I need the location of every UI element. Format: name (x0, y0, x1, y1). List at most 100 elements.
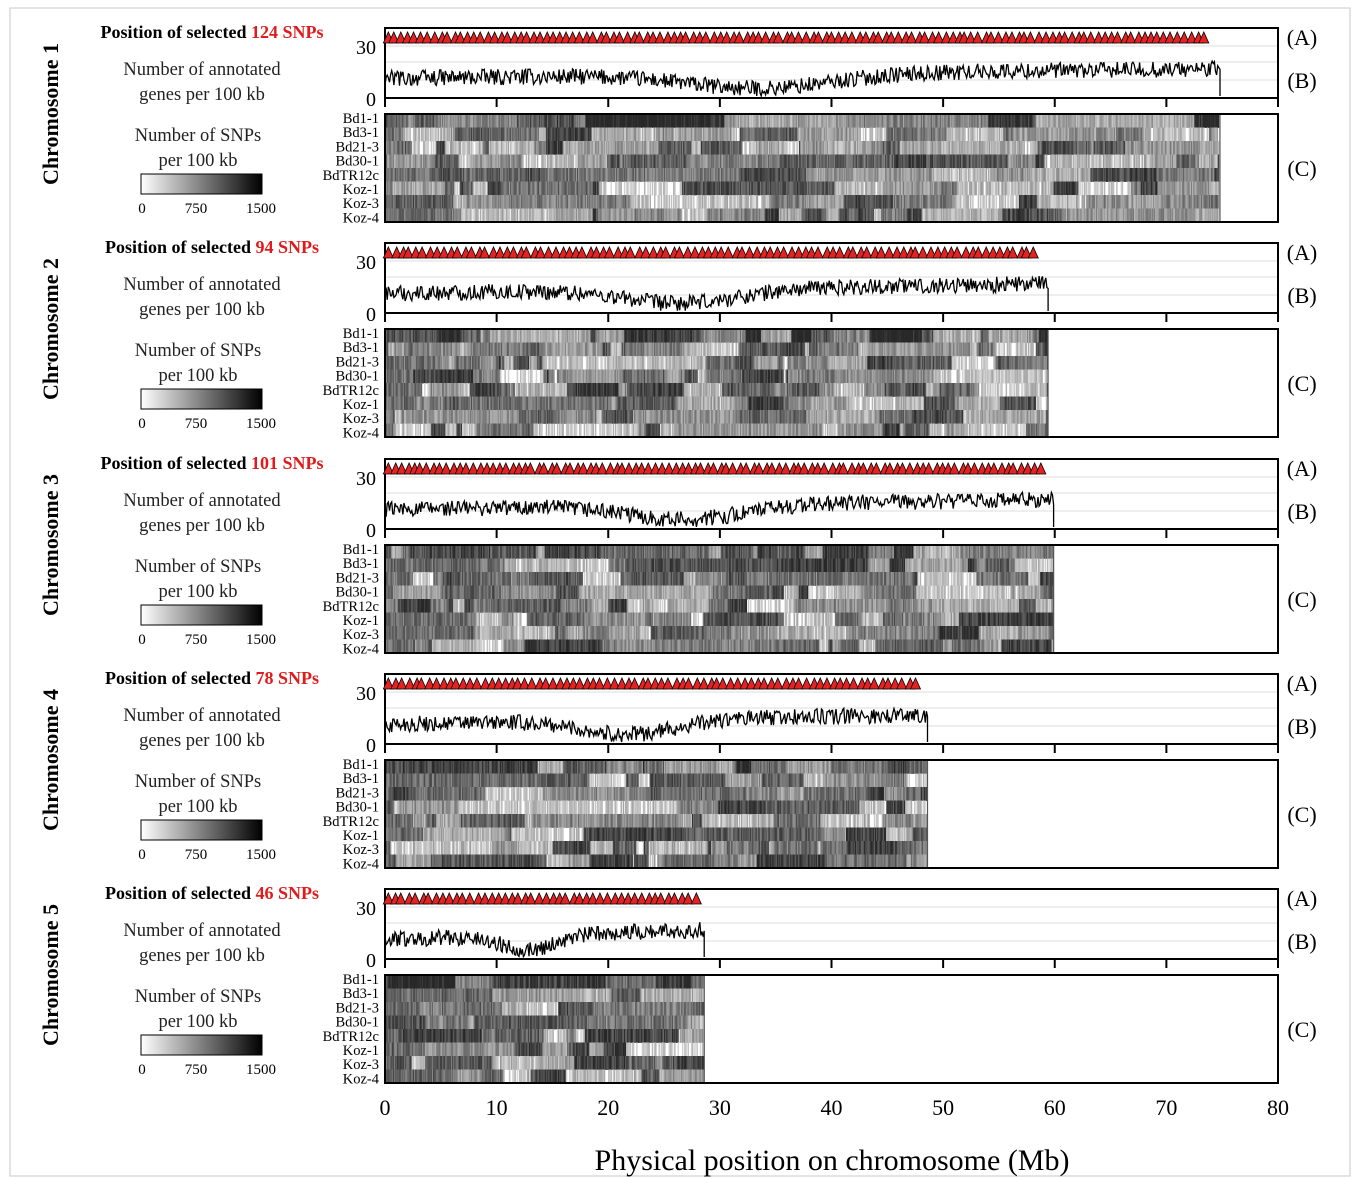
heatmap-cell (545, 114, 548, 128)
heatmap-cell (484, 181, 486, 196)
heatmap-cell (574, 114, 577, 128)
heatmap-cell (492, 114, 494, 128)
heatmap-cell (1130, 154, 1133, 169)
heatmap-cell (435, 114, 437, 128)
heatmap-cell (621, 114, 624, 128)
heatmap-cell (1119, 154, 1121, 169)
heatmap-cell (670, 114, 673, 128)
heatmap-cell (507, 141, 510, 155)
heatmap-cell (859, 127, 861, 142)
heatmap-cell (1004, 195, 1006, 209)
heatmap-cell (419, 114, 422, 128)
heatmap-cell (977, 195, 980, 209)
heatmap-cell (1002, 195, 1004, 209)
heatmap-cell (708, 114, 711, 128)
heatmap-cell (635, 181, 637, 196)
heatmap-cell (604, 181, 607, 196)
heatmap-cell (572, 114, 574, 128)
heatmap-cell (693, 114, 695, 128)
heatmap-cell (484, 114, 486, 128)
heatmap-cell (623, 114, 626, 128)
heatmap-cell (520, 114, 522, 128)
heatmap-cell (746, 114, 749, 128)
heatmap-cell (696, 114, 698, 128)
heatmap-cell (386, 114, 388, 128)
heatmap-cell (667, 114, 669, 128)
heatmap-cell (671, 114, 674, 128)
heatmap-cell (965, 168, 967, 182)
snp-marker (892, 31, 904, 44)
heatmap-cell (642, 114, 645, 128)
snp-marker (918, 31, 931, 44)
heatmap-cell (672, 114, 675, 128)
heatmap-cell (437, 114, 439, 128)
heatmap-cell (672, 127, 675, 142)
heatmap-cell (513, 114, 515, 128)
heatmap-cell (456, 114, 458, 128)
colorbar (140, 173, 263, 195)
heatmap-cell (451, 114, 454, 128)
snp-marker (1040, 31, 1052, 44)
heatmap-cell (635, 195, 637, 209)
heatmap-cell (952, 127, 954, 142)
heatmap-cell (606, 114, 608, 128)
heatmap-cell (396, 114, 398, 128)
colorbar-tick-1500: 1500 (246, 201, 276, 217)
heatmap-cell (1175, 127, 1177, 142)
heatmap-cell (685, 114, 687, 128)
heatmap-cell (676, 114, 678, 128)
heatmap-cell (741, 114, 743, 128)
heatmap-cell (776, 114, 779, 128)
heatmap-cell (736, 114, 739, 128)
snp-marker (1078, 31, 1090, 44)
heatmap-cell (431, 114, 434, 128)
heatmap-cell (610, 181, 612, 196)
heatmap-cell (756, 114, 759, 128)
snp-density-label-line2: per 100 kb (158, 151, 237, 171)
snp-marker (622, 31, 634, 44)
heatmap-cell (555, 114, 558, 128)
heatmap-cell (782, 114, 784, 128)
heatmap-cell (472, 114, 474, 128)
heatmap-cell (967, 195, 970, 209)
heatmap-cell (779, 114, 781, 128)
heatmap-cell (702, 114, 704, 128)
heatmap-cell (862, 181, 865, 196)
heatmap-cell (544, 154, 547, 169)
heatmap-cell (777, 114, 780, 128)
heatmap-cell (522, 154, 524, 169)
heatmap-cell (698, 114, 701, 128)
gene-density-line (384, 59, 1221, 99)
heatmap-cell (540, 114, 542, 128)
heatmap-cell (732, 114, 734, 128)
snp-marker (488, 31, 501, 44)
heatmap-cell (561, 114, 563, 128)
heatmap-cell (719, 195, 722, 209)
heatmap-cell (969, 168, 972, 182)
heatmap-cell (411, 114, 414, 128)
heatmap-cell (674, 181, 676, 196)
heatmap-cell (666, 181, 668, 196)
heatmap-cell (489, 114, 492, 128)
heatmap-cell (729, 114, 732, 128)
heatmap-cell (960, 195, 963, 209)
heatmap-cell (593, 114, 596, 128)
heatmap-cell (751, 114, 753, 128)
heatmap-cell (1108, 181, 1110, 196)
heatmap-cell (518, 114, 521, 128)
heatmap-cell (483, 114, 485, 128)
heatmap-cell (467, 114, 470, 128)
heatmap-cell (645, 114, 647, 128)
heatmap-cell (1079, 181, 1081, 196)
heatmap-cell (420, 114, 423, 128)
heatmap-cell (598, 114, 600, 128)
heatmap-cell (409, 127, 412, 142)
heatmap-cell (1138, 154, 1140, 169)
snp-marker (407, 31, 420, 44)
heatmap-cell (647, 195, 649, 209)
heatmap-cell (609, 114, 611, 128)
heatmap-cell (449, 114, 452, 128)
heatmap-cell (976, 127, 979, 142)
heatmap-cell (761, 114, 763, 128)
heatmap-cell (462, 114, 464, 128)
